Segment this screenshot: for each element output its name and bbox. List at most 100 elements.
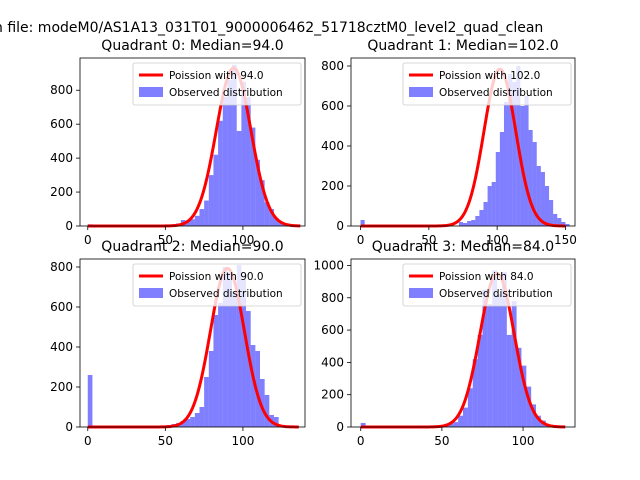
histogram-bar xyxy=(241,279,247,427)
legend-label-observed: Observed distribution xyxy=(439,87,553,99)
histogram-bar xyxy=(218,120,223,226)
histogram-bar xyxy=(194,215,200,226)
figure-suptitle: n file: modeM0/AS1A13_031T01_9000006462_… xyxy=(0,20,543,36)
x-tick-label: 50 xyxy=(421,233,436,247)
histogram-bar xyxy=(246,311,251,427)
histogram-bar xyxy=(482,289,488,427)
histogram-bar xyxy=(199,407,205,427)
legend-label-poisson: Poission with 84.0 xyxy=(439,271,534,283)
legend-label-observed: Observed distribution xyxy=(439,288,553,300)
x-tick-label: 100 xyxy=(231,233,254,247)
histogram-bar xyxy=(516,347,522,427)
histogram-bar xyxy=(503,102,509,226)
legend-patch-swatch xyxy=(409,288,433,298)
histogram-bar xyxy=(190,417,195,427)
legend: Poission with 90.0 Observed distribution xyxy=(132,263,302,307)
histogram-bar xyxy=(360,422,366,427)
x-tick-label: 50 xyxy=(158,233,173,247)
axes-frame xyxy=(79,57,306,227)
y-tick-label: 0 xyxy=(65,219,73,233)
histogram-bar xyxy=(360,220,365,226)
histogram-bar xyxy=(463,407,468,427)
histogram-bar xyxy=(483,202,488,226)
histogram-bar xyxy=(208,175,214,226)
histogram-bar xyxy=(528,130,533,226)
histogram-bar xyxy=(508,74,513,226)
histogram-bar xyxy=(501,271,507,427)
y-tick-label: 200 xyxy=(50,185,73,199)
histogram-bar xyxy=(204,377,209,427)
histogram-bar xyxy=(491,182,496,226)
y-tick-label: 400 xyxy=(50,340,73,354)
y-tick-label: 200 xyxy=(321,388,344,402)
x-tick-label: 0 xyxy=(84,233,92,247)
y-tick-label: 1000 xyxy=(313,258,344,272)
histogram-bar xyxy=(180,421,186,427)
histogram-bar xyxy=(479,210,484,226)
histogram-bar xyxy=(87,375,93,427)
histogram-bar xyxy=(487,304,493,427)
x-tick-label: 100 xyxy=(486,233,509,247)
histogram-bar xyxy=(222,97,228,226)
histogram-bar xyxy=(524,96,529,226)
y-tick-label: 400 xyxy=(321,139,344,153)
x-tick-label: 100 xyxy=(512,434,535,448)
histogram-bar xyxy=(471,220,476,226)
y-tick-label: 0 xyxy=(336,420,344,434)
legend-box xyxy=(402,263,572,307)
histogram-bar xyxy=(506,334,512,427)
histogram-bar xyxy=(565,224,570,226)
x-tick-label: 50 xyxy=(158,434,173,448)
histogram-bar xyxy=(213,315,219,427)
y-tick-label: 400 xyxy=(321,355,344,369)
legend-label-observed: Observed distribution xyxy=(169,87,283,99)
histogram-bar xyxy=(472,359,478,427)
histogram-bar xyxy=(241,81,247,227)
histogram-bar xyxy=(549,200,554,226)
legend-patch-swatch xyxy=(139,87,163,97)
y-tick-label: 200 xyxy=(321,179,344,193)
histogram-bar xyxy=(255,351,260,427)
histogram-bar xyxy=(553,214,558,226)
y-tick-label: 600 xyxy=(50,117,73,131)
y-tick-label: 600 xyxy=(321,323,344,337)
panel-title: Quadrant 3: Median=84.0 xyxy=(372,239,554,255)
histogram-bar xyxy=(250,345,256,427)
histogram-bar xyxy=(512,82,517,226)
histogram-bar xyxy=(453,422,459,427)
histogram-bar xyxy=(458,415,463,427)
histogram-bar xyxy=(521,365,527,427)
histogram-bar xyxy=(458,222,463,226)
y-tick-label: 0 xyxy=(65,420,73,434)
histogram-bar xyxy=(236,265,242,427)
histogram-bar xyxy=(190,219,195,226)
y-tick-label: 200 xyxy=(50,380,73,394)
histogram-bar xyxy=(269,209,274,226)
histogram-bar xyxy=(199,209,205,226)
histogram-bar xyxy=(531,404,537,427)
y-tick-label: 0 xyxy=(336,219,344,233)
panel-title: Quadrant 2: Median=90.0 xyxy=(101,239,283,255)
panel-0: 0 50 100 0 200 400 600 800 Quadrant 0: Median=94… xyxy=(50,38,306,247)
histogram-bar xyxy=(255,159,260,226)
histogram-bar xyxy=(260,180,265,226)
histogram-bar xyxy=(495,152,500,226)
histogram-bar xyxy=(185,220,191,226)
histogram-bar xyxy=(499,132,504,226)
y-tick-label: 400 xyxy=(50,151,73,165)
y-tick-label: 800 xyxy=(50,83,73,97)
histogram-bar xyxy=(561,222,566,226)
panel-title: Quadrant 1: Median=102.0 xyxy=(367,38,558,54)
panel-1: 0 50 100 150 0 200 400 600 800 Quadrant 1: Median… xyxy=(321,38,577,247)
histogram-bar xyxy=(526,386,532,427)
histogram-bar xyxy=(511,301,517,427)
histogram-bar xyxy=(497,294,502,427)
histogram-bar xyxy=(232,64,237,227)
histogram-bar xyxy=(475,216,480,226)
histogram-bar xyxy=(540,172,545,226)
y-tick-label: 600 xyxy=(321,99,344,113)
histogram-bar xyxy=(273,417,279,427)
histogram-bar xyxy=(194,413,200,427)
